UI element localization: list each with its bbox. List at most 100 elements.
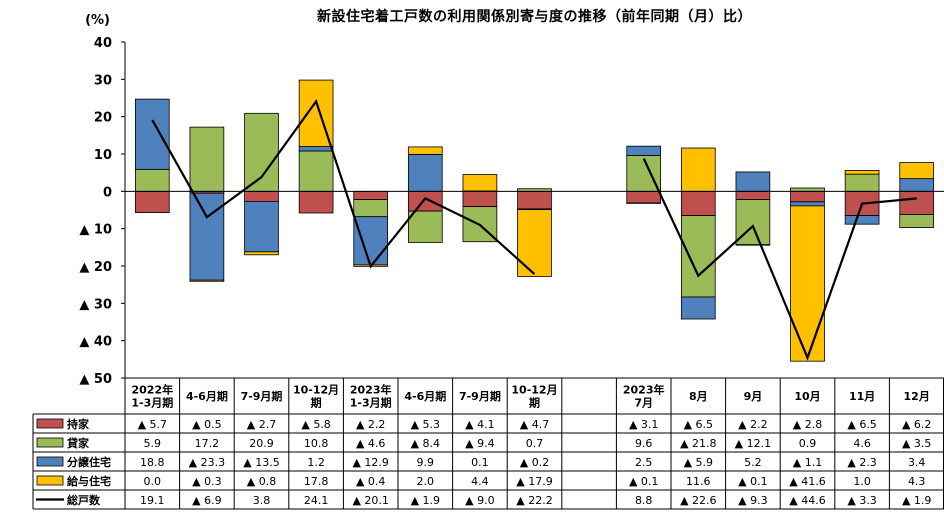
y-tick-label: 10 — [94, 148, 112, 163]
bar-segment — [244, 112, 279, 192]
x-category-label: 4-6月期 — [404, 389, 446, 403]
legend-swatch — [36, 456, 64, 467]
bar-segment — [134, 168, 170, 192]
x-category-label: 期 — [529, 396, 540, 410]
bar-segment — [790, 187, 825, 192]
x-category-label: 10-12月 — [511, 384, 557, 397]
bar-segment — [899, 214, 935, 228]
data-label: ▲ 2.3 — [847, 456, 876, 469]
bar-segment — [244, 251, 279, 256]
data-label: 4.3 — [908, 475, 926, 488]
x-category-label: 10月 — [794, 390, 820, 403]
bar-segment — [134, 190, 170, 214]
data-label: ▲ 5.9 — [684, 456, 713, 469]
bar-segment — [244, 201, 279, 253]
data-label: ▲ 22.2 — [516, 494, 552, 507]
data-label: ▲ 1.9 — [902, 494, 931, 507]
data-label: 20.9 — [249, 437, 274, 450]
data-label: 5.2 — [744, 456, 762, 469]
bar-segment — [462, 190, 498, 208]
data-label: ▲ 5.7 — [138, 418, 167, 431]
bar-segment — [680, 215, 716, 298]
data-label: ▲ 3.3 — [847, 494, 876, 507]
data-label: ▲ 20.1 — [352, 494, 388, 507]
data-label: ▲ 0.5 — [192, 418, 221, 431]
data-label: ▲ 3.5 — [902, 437, 931, 450]
data-label: ▲ 0.4 — [356, 475, 385, 488]
x-category-label: 10-12月 — [293, 384, 339, 397]
data-label: ▲ 9.0 — [465, 494, 494, 507]
data-label: ▲ 5.3 — [411, 418, 440, 431]
x-category-label: 期 — [311, 396, 322, 410]
bar-segment — [899, 190, 935, 215]
data-label: ▲ 2.2 — [356, 418, 385, 431]
data-label: 0.0 — [144, 475, 162, 488]
y-tick-label: ▲ 10 — [79, 223, 112, 238]
y-tick-label: 20 — [94, 111, 112, 126]
bar-segment — [844, 170, 880, 175]
bar-segment — [899, 162, 935, 180]
x-category-label: 1-3月期 — [350, 396, 392, 410]
data-label: 17.8 — [304, 475, 329, 488]
x-category-label: 7-9月期 — [241, 389, 283, 403]
y-tick-label: ▲ 50 — [79, 372, 112, 387]
bar-segment — [462, 174, 498, 192]
bar-segment — [626, 145, 662, 156]
y-tick-label: 0 — [103, 185, 112, 200]
bar-segment — [899, 178, 935, 192]
data-label: ▲ 41.6 — [789, 475, 825, 488]
y-tick-label: 40 — [94, 36, 112, 51]
legend-swatch — [36, 418, 64, 429]
data-label: 24.1 — [304, 494, 329, 507]
x-category-label: 12月 — [904, 390, 930, 403]
data-label: 3.4 — [908, 456, 926, 469]
legend-label: 総戸数 — [67, 493, 101, 507]
data-label: ▲ 2.8 — [793, 418, 822, 431]
bar-segment — [790, 205, 825, 362]
data-label: ▲ 4.1 — [465, 418, 494, 431]
data-label: ▲ 0.1 — [629, 475, 658, 488]
data-label: ▲ 17.9 — [516, 475, 552, 488]
data-label: ▲ 23.3 — [189, 456, 225, 469]
data-label: 9.9 — [417, 456, 435, 469]
bar-segment — [407, 153, 443, 192]
x-category-label: 2023年 — [623, 383, 665, 397]
bar-segment — [844, 215, 880, 225]
data-label: ▲ 12.9 — [352, 456, 388, 469]
data-label: 3.8 — [253, 494, 271, 507]
data-label: 8.8 — [635, 494, 653, 507]
data-label: ▲ 2.7 — [247, 418, 276, 431]
data-label: 1.0 — [853, 475, 871, 488]
bar-segment — [735, 190, 771, 200]
legend-swatch — [36, 475, 64, 486]
bar-segment — [298, 150, 334, 192]
bar-segment — [189, 279, 225, 282]
total-line — [151, 99, 917, 361]
bar-segment — [298, 190, 334, 214]
data-label: 10.8 — [304, 437, 329, 450]
data-label: ▲ 22.6 — [680, 494, 716, 507]
data-label: ▲ 44.6 — [789, 494, 825, 507]
data-label: 9.6 — [635, 437, 653, 450]
bar-segment — [189, 192, 225, 281]
bar-segment — [790, 201, 825, 207]
data-label: 18.8 — [140, 456, 165, 469]
legend-label: 持家 — [67, 417, 90, 431]
data-label: 2.5 — [635, 456, 653, 469]
data-label: 4.4 — [471, 475, 489, 488]
bar-segment — [353, 199, 389, 218]
x-category-label: 9月 — [744, 390, 763, 403]
bar-segment — [626, 190, 662, 204]
x-category-label: 8月 — [689, 390, 708, 403]
data-label: ▲ 0.1 — [738, 475, 767, 488]
data-label: ▲ 0.8 — [247, 475, 276, 488]
data-label: ▲ 4.7 — [520, 418, 549, 431]
data-label: 0.7 — [526, 437, 544, 450]
bar-segment — [680, 147, 716, 192]
bar-segment — [735, 244, 771, 246]
data-label: 1.2 — [307, 456, 325, 469]
data-label: ▲ 5.8 — [301, 418, 330, 431]
legend-label: 貸家 — [66, 436, 90, 450]
data-label: ▲ 1.1 — [793, 456, 822, 469]
y-tick-label: ▲ 30 — [79, 297, 112, 312]
